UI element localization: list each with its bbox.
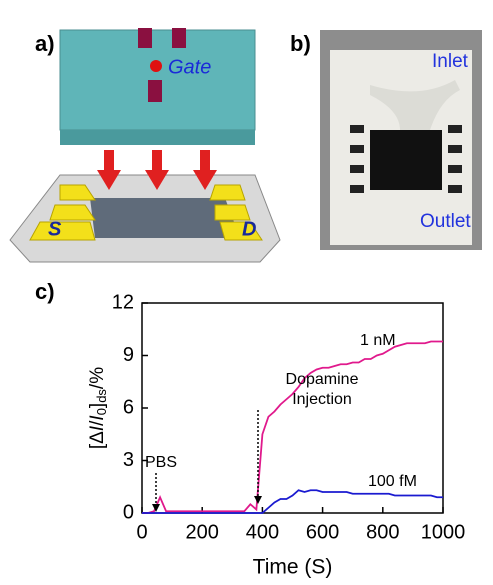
x-axis-label: Time (S) [253,556,333,579]
y-tick-label: 12 [112,291,134,313]
y-axis-label-part: /% [87,367,108,389]
inlet-label: Inlet [432,51,469,72]
annotation: PBS [145,454,177,471]
x-tick-label: 400 [246,521,279,543]
x-tick-label: 200 [186,521,219,543]
y-tick-label: 0 [123,501,134,523]
figure: a) b) c) Gate S D Inlet Outlet 020040060… [0,0,493,580]
gate-label: Gate [168,56,211,78]
panel-label: c) [35,279,55,304]
panel-label: b) [290,31,311,56]
annotation: Dopamine [286,371,359,388]
source-label: S [48,218,62,240]
y-axis-label: [ΔI/I0]ds/% [87,367,109,449]
x-tick-label: 0 [136,521,147,543]
y-axis-label-part: [Δ [87,431,108,449]
y-axis-label-part: ds [94,389,109,403]
series-line [142,490,443,513]
x-tick-label: 1000 [421,521,466,543]
series-label: 100 fM [368,473,417,490]
annotation: Injection [292,391,352,408]
outlet-label: Outlet [420,211,471,232]
y-tick-label: 6 [123,396,134,418]
x-tick-label: 600 [306,521,339,543]
panel-label: a) [35,31,55,56]
y-tick-label: 9 [123,344,134,366]
series-label: 1 nM [360,332,396,349]
x-tick-label: 800 [366,521,399,543]
drain-label: D [242,218,256,240]
y-axis-label-part: 0 [94,408,109,415]
y-tick-label: 3 [123,449,134,471]
arrow-head [254,496,262,504]
